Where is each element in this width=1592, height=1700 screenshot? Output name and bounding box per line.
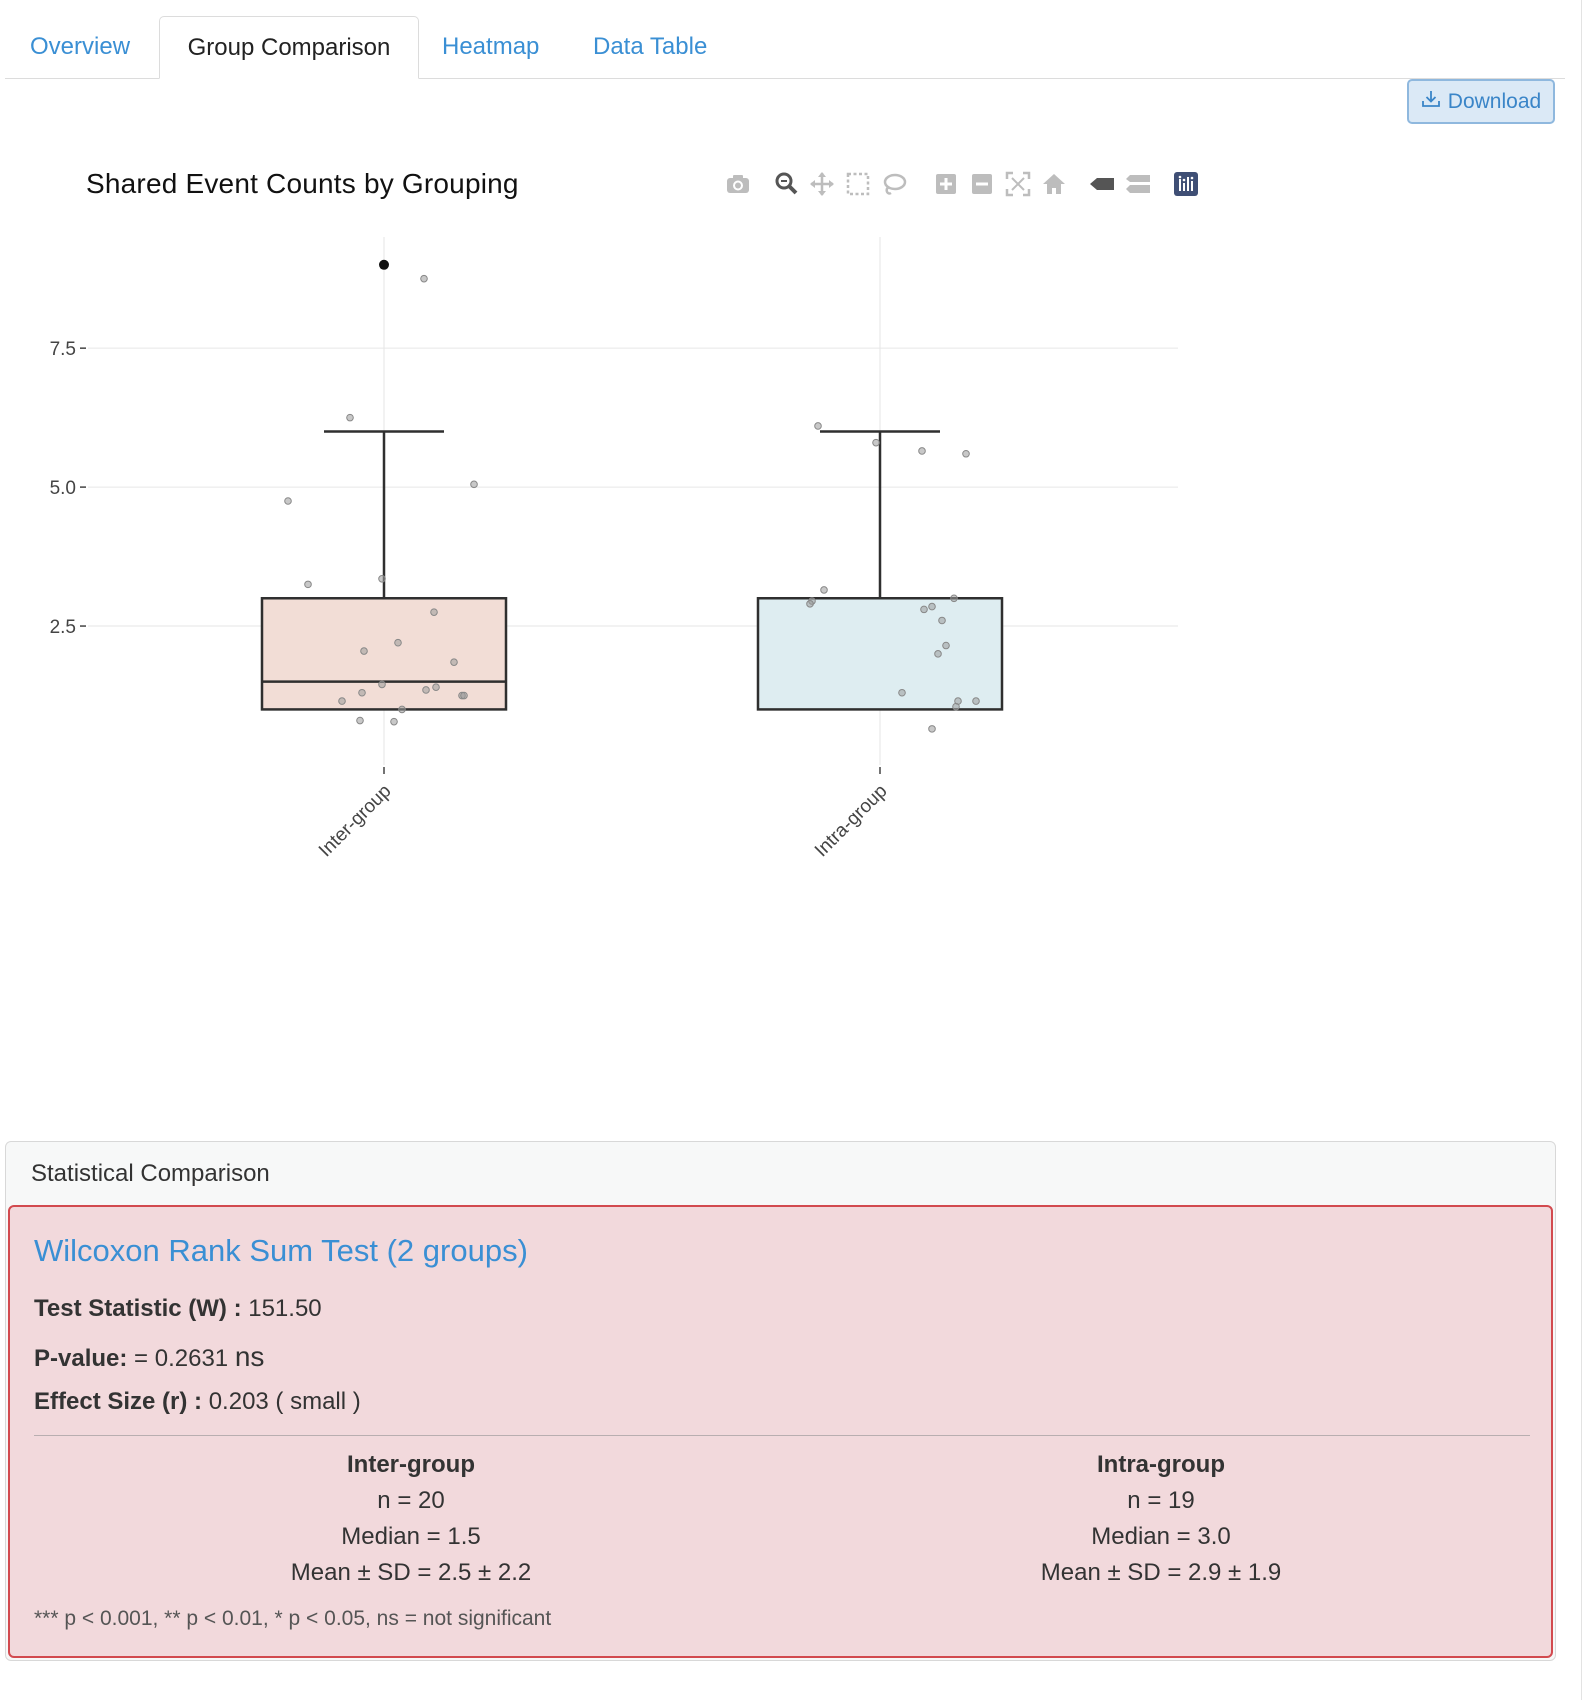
chart-title: Shared Event Counts by Grouping <box>86 168 519 199</box>
data-point <box>394 638 402 647</box>
tab-bar: Overview Group Comparison Heatmap Data T… <box>5 16 1565 79</box>
y-tick-label: 5.0 <box>50 478 76 499</box>
p-value: P-value: = 0.2631 ns <box>34 1341 264 1373</box>
x-tick-label: Inter-group <box>315 781 396 862</box>
tab-overview[interactable]: Overview <box>30 33 131 60</box>
divider <box>34 1435 1530 1436</box>
data-point <box>346 413 354 422</box>
data-point <box>470 480 478 489</box>
group-summary-intra: Intra-group n = 19 Median = 3.0 Mean ± S… <box>951 1447 1371 1591</box>
effect-size-value: 0.203 ( small ) <box>208 1388 361 1415</box>
pan-icon[interactable] <box>808 170 836 198</box>
reset-axes-icon[interactable] <box>1040 170 1068 198</box>
group-mean-sd: Mean ± SD = 2.5 ± 2.2 <box>290 1559 532 1586</box>
box-select-icon[interactable] <box>844 170 872 198</box>
box-inter-group <box>260 597 508 711</box>
tab-data-table[interactable]: Data Table <box>593 33 708 60</box>
plotly-logo-icon[interactable] <box>1172 170 1200 198</box>
data-point <box>360 647 368 655</box>
x-tick-label: Intra-group <box>811 781 892 862</box>
data-point <box>952 702 960 711</box>
data-point <box>390 717 398 726</box>
y-tick-label: 2.5 <box>50 617 76 638</box>
group-n: n = 19 <box>1127 1487 1195 1514</box>
data-point <box>820 586 828 594</box>
significance-footnote: *** p < 0.001, ** p < 0.01, * p < 0.05, … <box>34 1607 552 1630</box>
stats-result-panel: Wilcoxon Rank Sum Test (2 groups) Test S… <box>8 1205 1553 1658</box>
y-tick-label: 7.5 <box>50 339 76 360</box>
data-point <box>338 697 346 705</box>
data-point <box>972 697 980 705</box>
data-point <box>356 716 364 725</box>
group-median: Median = 1.5 <box>341 1523 481 1550</box>
effect-size: Effect Size (r) : 0.203 ( small ) <box>34 1388 361 1416</box>
data-point <box>398 705 406 714</box>
data-point <box>920 605 928 614</box>
stats-card-header: Statistical Comparison <box>31 1160 270 1187</box>
data-point <box>432 683 440 691</box>
data-point <box>284 497 292 505</box>
group-name: Intra-group <box>1097 1451 1225 1478</box>
group-n: n = 20 <box>377 1487 445 1514</box>
data-point <box>304 580 312 589</box>
test-statistic-label: Test Statistic (W) : <box>34 1295 242 1322</box>
p-value-value: = 0.2631 <box>134 1345 229 1372</box>
data-point <box>942 641 950 650</box>
panel-edge <box>1581 0 1582 1700</box>
significance-badge: ns <box>234 1341 265 1372</box>
data-point <box>814 422 822 430</box>
data-point <box>378 575 386 583</box>
data-point <box>898 688 906 697</box>
group-name: Inter-group <box>347 1451 475 1478</box>
zoom-in-icon[interactable] <box>932 170 960 198</box>
data-point <box>928 602 936 611</box>
outlier-point <box>379 259 389 270</box>
test-statistic-value: 151.50 <box>248 1295 322 1322</box>
tab-heatmap[interactable]: Heatmap <box>442 33 540 60</box>
zoom-out-icon[interactable] <box>968 170 996 198</box>
download-label: Download <box>1447 89 1542 113</box>
data-point <box>806 600 814 608</box>
data-point <box>430 608 438 616</box>
zoom-icon[interactable] <box>772 170 800 198</box>
hover-compare-icon[interactable] <box>1124 170 1152 198</box>
group-summary-inter: Inter-group n = 20 Median = 1.5 Mean ± S… <box>201 1447 621 1591</box>
data-point <box>358 688 366 697</box>
data-point <box>420 274 428 283</box>
data-point <box>934 650 942 658</box>
test-statistic: Test Statistic (W) : 151.50 <box>34 1295 322 1323</box>
download-icon <box>1421 89 1441 115</box>
data-point <box>450 658 458 666</box>
stats-card: Statistical Comparison Wilcoxon Rank Sum… <box>5 1141 1556 1661</box>
data-point <box>962 449 970 458</box>
data-point <box>938 616 946 625</box>
data-point <box>872 438 880 447</box>
hover-closest-icon[interactable] <box>1088 170 1116 198</box>
data-point <box>378 680 386 689</box>
camera-icon[interactable] <box>724 170 752 198</box>
data-point <box>928 725 936 733</box>
tab-group-comparison[interactable]: Group Comparison <box>159 16 419 79</box>
effect-size-label: Effect Size (r) : <box>34 1388 203 1415</box>
data-point <box>460 691 468 700</box>
download-button[interactable]: Download <box>1407 79 1555 124</box>
autoscale-icon[interactable] <box>1004 170 1032 198</box>
box-intra-group <box>756 597 1004 711</box>
lasso-select-icon[interactable] <box>880 170 908 198</box>
test-name: Wilcoxon Rank Sum Test (2 groups) <box>34 1233 528 1268</box>
group-mean-sd: Mean ± SD = 2.9 ± 1.9 <box>1040 1559 1282 1586</box>
data-point <box>950 594 958 603</box>
data-point <box>918 447 926 455</box>
p-value-label: P-value: <box>34 1345 128 1372</box>
box-plot[interactable]: 2.5 5.0 7.5 Inter-group Intra-group <box>0 0 1592 1140</box>
group-median: Median = 3.0 <box>1091 1523 1231 1550</box>
data-point <box>422 686 430 694</box>
